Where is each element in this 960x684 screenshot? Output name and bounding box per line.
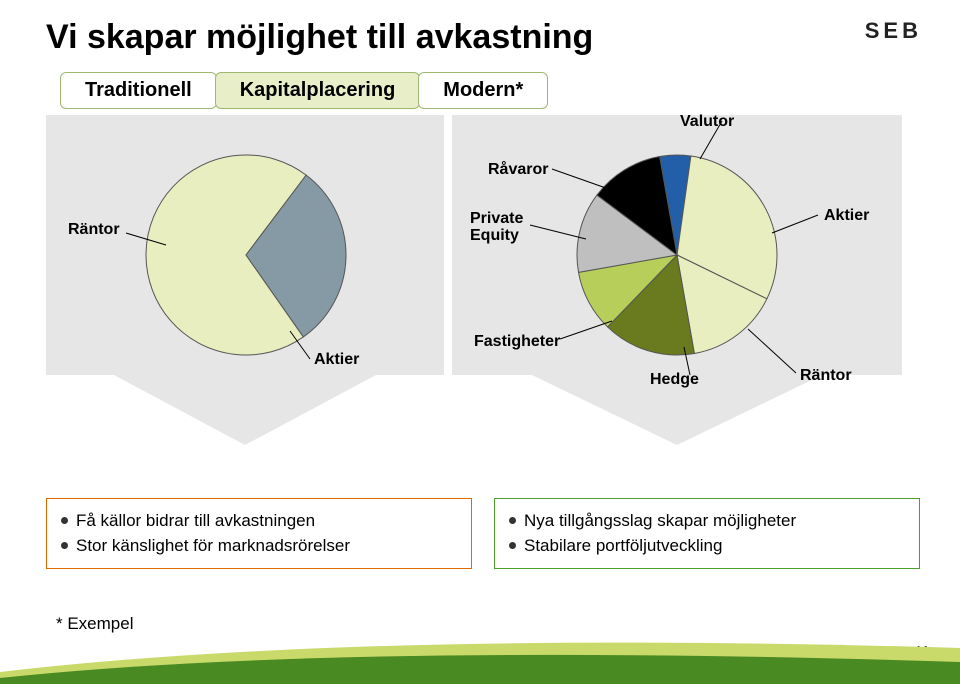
label-fastigheter: Fastigheter bbox=[474, 333, 560, 351]
info-line: Stabilare portföljutveckling bbox=[509, 534, 905, 559]
label-ravaror: Råvaror bbox=[488, 161, 548, 179]
label-aktier-left: Aktier bbox=[314, 351, 359, 369]
panel-traditionell: Räntor Aktier bbox=[46, 115, 444, 445]
label-rantor-right: Räntor bbox=[800, 367, 852, 385]
pie-chart-traditionell bbox=[46, 115, 444, 395]
label-rantor-left: Räntor bbox=[68, 221, 120, 239]
tab-kapitalplacering: Kapitalplacering bbox=[215, 72, 421, 109]
info-line: Få källor bidrar till avkastningen bbox=[61, 509, 457, 534]
footer-swoosh bbox=[0, 628, 960, 684]
seb-logo: SEB bbox=[865, 18, 922, 44]
tab-bar: Traditionell Kapitalplacering Modern* bbox=[60, 72, 546, 109]
tab-traditionell: Traditionell bbox=[60, 72, 217, 109]
label-hedge: Hedge bbox=[650, 371, 699, 389]
label-valutor: Valutor bbox=[680, 113, 734, 131]
label-aktier-right: Aktier bbox=[824, 207, 869, 225]
info-box-modern: Nya tillgångsslag skapar möjligheter Sta… bbox=[494, 498, 920, 569]
tab-modern: Modern* bbox=[418, 72, 548, 109]
label-private-equity: PrivateEquity bbox=[470, 211, 523, 245]
info-line: Stor känslighet för marknadsrörelser bbox=[61, 534, 457, 559]
panel-modern: Valutor Aktier Räntor Hedge Fastigheter … bbox=[452, 115, 902, 445]
info-line: Nya tillgångsslag skapar möjligheter bbox=[509, 509, 905, 534]
info-box-traditionell: Få källor bidrar till avkastningen Stor … bbox=[46, 498, 472, 569]
page-title: Vi skapar möjlighet till avkastning bbox=[46, 18, 593, 57]
